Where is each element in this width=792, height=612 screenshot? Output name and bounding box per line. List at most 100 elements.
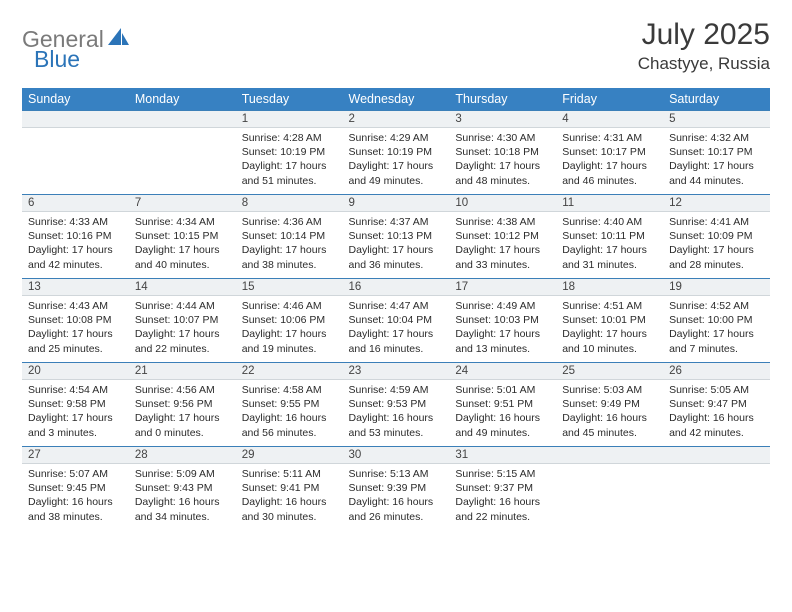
sunrise-line: Sunrise: 5:05 AM [669,383,764,397]
sunrise-line: Sunrise: 4:28 AM [242,131,337,145]
daylight-line: Daylight: 17 hours and 42 minutes. [28,243,123,271]
cell-body: Sunrise: 4:36 AMSunset: 10:14 PMDaylight… [236,212,343,278]
daylight-line: Daylight: 17 hours and 51 minutes. [242,159,337,187]
day-number: 27 [22,446,129,464]
cell-body: Sunrise: 4:33 AMSunset: 10:16 PMDaylight… [22,212,129,278]
cell-body: Sunrise: 5:09 AMSunset: 9:43 PMDaylight:… [129,464,236,530]
calendar-cell: 19Sunrise: 4:52 AMSunset: 10:00 PMDaylig… [663,278,770,362]
day-number: 4 [556,110,663,128]
daylight-line: Daylight: 16 hours and 34 minutes. [135,495,230,523]
sunrise-line: Sunrise: 5:11 AM [242,467,337,481]
sunset-line: Sunset: 10:17 PM [669,145,764,159]
sunset-line: Sunset: 10:08 PM [28,313,123,327]
sunset-line: Sunset: 9:39 PM [349,481,444,495]
day-number: 29 [236,446,343,464]
weekday-header: Friday [556,88,663,110]
weekday-header: Saturday [663,88,770,110]
cell-body [129,128,236,137]
sunrise-line: Sunrise: 4:54 AM [28,383,123,397]
cell-body: Sunrise: 4:56 AMSunset: 9:56 PMDaylight:… [129,380,236,446]
sunrise-line: Sunrise: 4:43 AM [28,299,123,313]
calendar-cell: 16Sunrise: 4:47 AMSunset: 10:04 PMDaylig… [343,278,450,362]
cell-body: Sunrise: 4:52 AMSunset: 10:00 PMDaylight… [663,296,770,362]
daylight-line: Daylight: 17 hours and 10 minutes. [562,327,657,355]
sunset-line: Sunset: 10:18 PM [455,145,550,159]
cell-body: Sunrise: 4:41 AMSunset: 10:09 PMDaylight… [663,212,770,278]
daylight-line: Daylight: 17 hours and 3 minutes. [28,411,123,439]
daylight-line: Daylight: 16 hours and 38 minutes. [28,495,123,523]
day-number: 22 [236,362,343,380]
daylight-line: Daylight: 16 hours and 30 minutes. [242,495,337,523]
daylight-line: Daylight: 17 hours and 33 minutes. [455,243,550,271]
calendar-cell: . [22,110,129,194]
sunset-line: Sunset: 10:14 PM [242,229,337,243]
day-number: 7 [129,194,236,212]
calendar-cell: 26Sunrise: 5:05 AMSunset: 9:47 PMDayligh… [663,362,770,446]
cell-body: Sunrise: 5:11 AMSunset: 9:41 PMDaylight:… [236,464,343,530]
sunset-line: Sunset: 9:47 PM [669,397,764,411]
calendar-cell: 11Sunrise: 4:40 AMSunset: 10:11 PMDaylig… [556,194,663,278]
cell-body [663,464,770,473]
daylight-line: Daylight: 17 hours and 40 minutes. [135,243,230,271]
day-number: 25 [556,362,663,380]
cell-body: Sunrise: 5:03 AMSunset: 9:49 PMDaylight:… [556,380,663,446]
cell-body [556,464,663,473]
calendar-cell: 7Sunrise: 4:34 AMSunset: 10:15 PMDayligh… [129,194,236,278]
day-number: 3 [449,110,556,128]
sunset-line: Sunset: 9:53 PM [349,397,444,411]
sunset-line: Sunset: 10:17 PM [562,145,657,159]
daylight-line: Daylight: 17 hours and 36 minutes. [349,243,444,271]
day-number: 24 [449,362,556,380]
sunset-line: Sunset: 10:01 PM [562,313,657,327]
daylight-line: Daylight: 17 hours and 28 minutes. [669,243,764,271]
calendar-cell: 21Sunrise: 4:56 AMSunset: 9:56 PMDayligh… [129,362,236,446]
cell-body: Sunrise: 4:37 AMSunset: 10:13 PMDaylight… [343,212,450,278]
sunrise-line: Sunrise: 4:32 AM [669,131,764,145]
daylight-line: Daylight: 16 hours and 56 minutes. [242,411,337,439]
daylight-line: Daylight: 16 hours and 42 minutes. [669,411,764,439]
day-number: 8 [236,194,343,212]
daylight-line: Daylight: 17 hours and 31 minutes. [562,243,657,271]
calendar-week-row: ..1Sunrise: 4:28 AMSunset: 10:19 PMDayli… [22,110,770,194]
day-number: 5 [663,110,770,128]
sunset-line: Sunset: 10:19 PM [242,145,337,159]
month-title: July 2025 [638,18,770,52]
day-number: 1 [236,110,343,128]
day-number: . [663,446,770,464]
calendar-cell: 25Sunrise: 5:03 AMSunset: 9:49 PMDayligh… [556,362,663,446]
sunrise-line: Sunrise: 5:15 AM [455,467,550,481]
calendar-week-row: 27Sunrise: 5:07 AMSunset: 9:45 PMDayligh… [22,446,770,530]
header: General July 2025 Chastyye, Russia [22,18,770,74]
day-number: 2 [343,110,450,128]
day-number: 6 [22,194,129,212]
day-number: 17 [449,278,556,296]
sunrise-line: Sunrise: 4:56 AM [135,383,230,397]
sunrise-line: Sunrise: 4:58 AM [242,383,337,397]
sunset-line: Sunset: 10:16 PM [28,229,123,243]
sunrise-line: Sunrise: 4:34 AM [135,215,230,229]
calendar-cell: 23Sunrise: 4:59 AMSunset: 9:53 PMDayligh… [343,362,450,446]
weekday-header-row: SundayMondayTuesdayWednesdayThursdayFrid… [22,88,770,110]
sunset-line: Sunset: 9:55 PM [242,397,337,411]
day-number: 20 [22,362,129,380]
sunset-line: Sunset: 10:12 PM [455,229,550,243]
calendar-cell: 29Sunrise: 5:11 AMSunset: 9:41 PMDayligh… [236,446,343,530]
calendar-cell: 8Sunrise: 4:36 AMSunset: 10:14 PMDayligh… [236,194,343,278]
calendar-week-row: 6Sunrise: 4:33 AMSunset: 10:16 PMDayligh… [22,194,770,278]
cell-body: Sunrise: 5:01 AMSunset: 9:51 PMDaylight:… [449,380,556,446]
daylight-line: Daylight: 17 hours and 46 minutes. [562,159,657,187]
cell-body: Sunrise: 4:46 AMSunset: 10:06 PMDaylight… [236,296,343,362]
sunset-line: Sunset: 9:43 PM [135,481,230,495]
calendar-cell: 18Sunrise: 4:51 AMSunset: 10:01 PMDaylig… [556,278,663,362]
cell-body: Sunrise: 4:40 AMSunset: 10:11 PMDaylight… [556,212,663,278]
calendar-cell: 10Sunrise: 4:38 AMSunset: 10:12 PMDaylig… [449,194,556,278]
calendar-cell: 4Sunrise: 4:31 AMSunset: 10:17 PMDayligh… [556,110,663,194]
daylight-line: Daylight: 17 hours and 7 minutes. [669,327,764,355]
cell-body: Sunrise: 4:30 AMSunset: 10:18 PMDaylight… [449,128,556,194]
calendar-cell: 24Sunrise: 5:01 AMSunset: 9:51 PMDayligh… [449,362,556,446]
sunrise-line: Sunrise: 4:52 AM [669,299,764,313]
cell-body: Sunrise: 4:29 AMSunset: 10:19 PMDaylight… [343,128,450,194]
sunset-line: Sunset: 9:49 PM [562,397,657,411]
sunrise-line: Sunrise: 4:59 AM [349,383,444,397]
sunset-line: Sunset: 9:41 PM [242,481,337,495]
